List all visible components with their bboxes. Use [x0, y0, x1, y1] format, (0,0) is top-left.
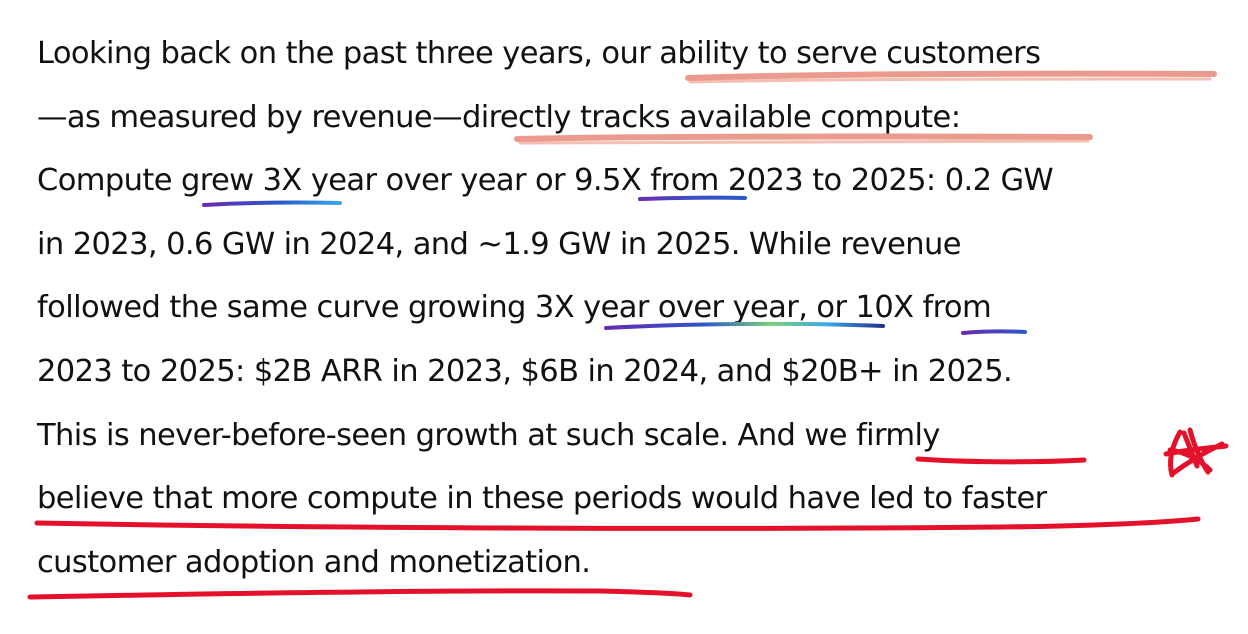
highlight-we-firmly: we firmly — [804, 417, 940, 453]
plain-text: from — [913, 290, 992, 326]
plain-text: Compute — [37, 163, 181, 199]
plain-text: year over year or — [301, 163, 575, 199]
plain-text: from 2023 to 2025: 0.2 GW — [641, 163, 1054, 199]
plain-text: followed the same curve growing — [37, 290, 535, 326]
highlight-3x-yoy: 3X year over year — [534, 290, 799, 326]
paragraph: Looking back on the past three years, ou… — [37, 22, 1227, 594]
text-line-1: Looking back on the past three years, ou… — [37, 22, 1227, 86]
highlight-customer-adoption: customer adoption and monetization. — [37, 544, 591, 580]
plain-text: This is never-before-seen growth at such… — [37, 417, 805, 453]
highlight-ability-to-serve: our ability to serve customers — [601, 36, 1041, 71]
highlight-10x: 10X — [855, 290, 915, 326]
plain-text: in 2023, 0.6 GW in 2024, and ~1.9 GW in … — [37, 226, 962, 262]
highlight-9-5x: 9.5X — [574, 163, 642, 199]
text-line-6: 2023 to 2025: $2B ARR in 2023, $6B in 20… — [37, 340, 1227, 404]
text-line-2: —as measured by revenue—directly tracks … — [37, 86, 1227, 150]
plain-text: , or — [798, 290, 856, 326]
plain-text: Looking back on the past three years, — [37, 36, 602, 71]
highlight-believe: believe that more compute in these perio… — [37, 481, 1047, 517]
text-line-3: Compute grew 3X year over year or 9.5X f… — [37, 149, 1227, 213]
text-line-9: customer adoption and monetization. — [37, 531, 1227, 595]
plain-text: —as measured by revenue— — [37, 99, 463, 135]
text-line-7: This is never-before-seen growth at such… — [37, 404, 1227, 468]
text-line-4: in 2023, 0.6 GW in 2024, and ~1.9 GW in … — [37, 213, 1227, 277]
highlight-grew-3x: grew 3X — [180, 163, 302, 199]
plain-text: : — [950, 99, 961, 135]
plain-text: 2023 to 2025: $2B ARR in 2023, $6B in 20… — [37, 353, 1013, 389]
highlight-tracks-compute: directly tracks available compute — [461, 99, 951, 135]
text-line-5: followed the same curve growing 3X year … — [37, 276, 1227, 340]
text-line-8: believe that more compute in these perio… — [37, 467, 1227, 531]
